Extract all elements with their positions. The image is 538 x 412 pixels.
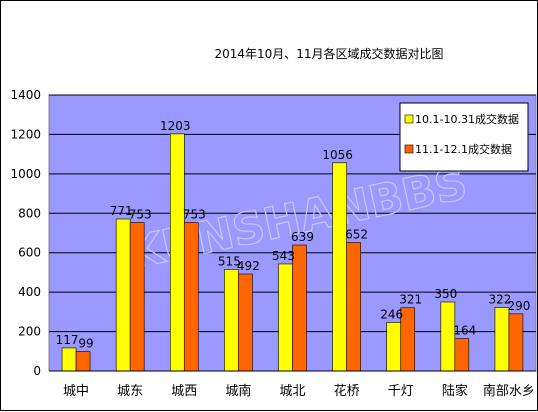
bar-2 (454, 338, 470, 372)
data-label: 1203 (160, 119, 191, 133)
bar-2 (129, 222, 145, 372)
legend-label: 10.1-10.31成交数据 (415, 112, 519, 126)
y-tick-label: 0 (33, 364, 41, 378)
data-label: 492 (237, 259, 260, 273)
data-label: 322 (488, 293, 511, 307)
legend-label: 11.1-12.1成交数据 (415, 142, 512, 156)
data-label: 99 (78, 336, 93, 350)
y-tick-label: 800 (18, 206, 41, 220)
bar-1 (278, 263, 293, 372)
data-label: 639 (291, 230, 314, 244)
y-tick-label: 400 (18, 285, 41, 299)
data-label: 515 (218, 254, 241, 268)
y-tick-label: 1000 (10, 167, 41, 181)
bar-2 (508, 313, 524, 372)
data-label: 753 (129, 208, 152, 222)
y-tick-label: 1400 (10, 88, 41, 102)
bar-2 (238, 273, 253, 372)
x-axis-categories: 城中 城东 城西 城南 城北 花桥 千灯 陆家 南部水乡 (63, 383, 535, 399)
legend-swatch (404, 144, 414, 154)
bar-1 (494, 307, 510, 372)
data-label: 652 (345, 227, 368, 241)
bars (49, 133, 536, 372)
bar-1 (169, 133, 185, 372)
y-tick-label: 1200 (10, 127, 41, 141)
data-label: 543 (272, 249, 295, 263)
x-category-label: 千灯 (388, 384, 414, 399)
y-axis-ticks: 0 200 400 600 800 1000 1200 1400 (10, 88, 41, 378)
x-category-label: 南部水乡 (483, 383, 535, 399)
x-category-label: 陆家 (442, 383, 468, 399)
bar-1 (332, 162, 347, 372)
x-category-label: 城东 (117, 384, 143, 399)
data-label: 117 (56, 333, 79, 347)
legend: 10.1-10.31成交数据 11.1-12.1成交数据 (399, 102, 529, 172)
x-category-label: 城西 (171, 384, 197, 399)
chart-title: 2014年10月、11月各区域成交数据对比图 (214, 46, 443, 61)
bar-1 (115, 218, 131, 372)
bar-2 (346, 242, 361, 372)
x-category-label: 城南 (225, 383, 251, 399)
bar-2 (292, 244, 307, 372)
bar-1 (386, 322, 402, 372)
data-label: 164 (453, 324, 476, 338)
bar-1 (61, 347, 77, 372)
data-label: 771 (110, 204, 133, 218)
data-label: 753 (183, 208, 206, 222)
bar-2 (183, 222, 199, 372)
data-label: 290 (507, 299, 530, 313)
data-labels: 117 9977175312037535154925436391056652246… (56, 119, 531, 351)
y-tick-label: 600 (18, 246, 41, 260)
data-label: 246 (380, 308, 403, 322)
bar-1 (224, 269, 239, 372)
data-label: 350 (434, 287, 457, 301)
data-label: 1056 (322, 148, 353, 162)
x-category-label: 城北 (279, 384, 305, 399)
legend-swatch (404, 114, 414, 124)
legend-box (399, 102, 529, 172)
bar-2 (75, 351, 91, 372)
data-label: 321 (399, 293, 422, 307)
y-tick-label: 200 (18, 325, 41, 339)
x-category-label: 城中 (63, 384, 89, 399)
x-category-label: 花桥 (334, 383, 360, 399)
